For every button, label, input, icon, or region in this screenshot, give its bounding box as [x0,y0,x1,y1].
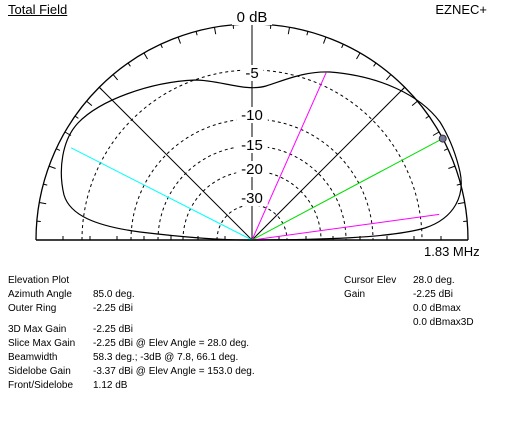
info-row: Azimuth Angle 85.0 deg. [8,288,255,302]
info-label: Sidelobe Gain [8,366,71,377]
info-label: Beamwidth [8,352,58,363]
info-row: 0.0 dBmax3D [344,316,474,330]
tick-mark [443,148,448,151]
max-gain-line [251,138,443,241]
info-value: 58.3 deg.; -3dB @ 7.8, 66.1 deg. [93,352,239,363]
tick-mark [425,115,430,119]
ring-label-bg [240,65,264,81]
info-label: Cursor Elev [344,275,397,286]
program-name: EZNEC+ [435,2,487,17]
ring-label-bg [236,190,268,206]
info-row: Outer Ring -2.25 dBi [8,302,255,316]
tick-mark [456,183,461,186]
tick-mark [385,74,392,81]
tick-mark [448,165,456,169]
tick-mark [213,27,217,35]
tick-mark [112,74,119,81]
info-label: Elevation Plot [8,275,70,286]
spacer [8,316,255,323]
info-value: -2.25 dBi @ Elev Angle = 28.0 deg. [93,338,250,349]
info-row: Gain -2.25 dBi [344,288,474,302]
ring-label: -15 [236,137,268,154]
tick-mark [195,31,198,36]
ring-label-text: -10 [241,107,263,124]
info-value: -2.25 dBi [93,303,134,314]
ring-label-text: 0 dB [237,9,268,26]
indicator-lines [70,72,443,241]
ring-label: -10 [236,107,268,124]
frequency-label: 1.83 MHz [424,244,480,259]
right-info-panel: Cursor Elev 28.0 deg. Gain -2.25 dBi 0.0 dBm… [344,274,474,330]
ring-label: -5 [240,65,264,82]
info-value: 85.0 deg. [93,289,135,300]
info-row: Front/Sidelobe 1.12 dB [8,379,255,393]
ring-label-text: -5 [245,65,258,82]
info-row: Slice Max Gain -2.25 dBi @ Elev Angle = 2… [8,337,255,351]
tick-mark [56,148,61,151]
info-value: 28.0 deg. [413,275,455,286]
tick-mark [457,201,465,205]
tick-mark [432,131,440,136]
ring-label-bg [236,161,268,177]
tick-mark [39,201,47,205]
info-label: Slice Max Gain [8,338,76,349]
tick-mark [411,100,418,107]
info-label: Gain [344,289,366,300]
beamwidth-line-high [251,72,327,241]
tick-mark [48,165,56,169]
info-row: Elevation Plot [8,274,255,288]
ring-label-bg [236,107,268,123]
info-value: -3.37 dBi @ Elev Angle = 153.0 deg. [93,366,255,377]
tick-mark [74,115,79,119]
ring-label: -30 [236,190,268,207]
tick-mark [127,62,131,67]
tick-mark [177,36,181,44]
ring-label-text: -30 [241,190,263,207]
info-label: Outer Ring [8,303,57,314]
tick-mark [356,52,361,60]
ring-label: 0 dB [232,9,272,26]
ring-label-text: -20 [241,161,263,178]
radial-line [251,86,406,241]
cursor-dot[interactable] [438,134,447,143]
info-row: 0.0 dBmax [344,302,474,316]
radial-line [98,86,253,241]
info-value: 0.0 dBmax3D [413,317,474,328]
tick-mark [306,31,309,36]
info-row: Cursor Elev 28.0 deg. [344,274,474,288]
tick-mark [160,44,163,49]
sidelobe-line [70,147,253,241]
info-label: Front/Sidelobe [8,380,74,391]
ring-label-bg [236,137,268,153]
info-value: 0.0 dBmax [413,303,461,314]
info-value: -2.25 dBi [93,324,134,335]
beamwidth-line-low [251,213,440,241]
radiation-pattern [60,71,462,241]
tick-mark [43,183,48,186]
info-value: 1.12 dB [93,380,128,391]
plot-title: Total Field [8,2,68,17]
tick-mark [287,27,291,35]
ring-label-text: -15 [241,137,263,154]
ring-label-bg [232,9,272,25]
info-label: Azimuth Angle [8,289,72,300]
tick-mark [86,100,93,107]
tick-mark [341,44,344,49]
tick-mark [323,36,327,44]
ring-labels: 0 dB -5 -10 -15 -20 -30 [232,9,272,207]
ring-label: -20 [236,161,268,178]
radial-lines [98,24,406,241]
info-row: Sidelobe Gain -3.37 dBi @ Elev Angle = 15… [8,365,255,379]
tick-mark [373,62,377,67]
tick-mark [143,52,148,60]
info-value: -2.25 dBi [413,289,454,300]
info-row: Beamwidth 58.3 deg.; -3dB @ 7.8, 66.1 deg… [8,351,255,365]
left-info-panel: Elevation Plot Azimuth Angle 85.0 deg. Oute… [8,274,255,393]
info-row: 3D Max Gain -2.25 dBi [8,323,255,337]
elevation-plot[interactable]: 0 dB -5 -10 -15 -20 -30 [0,0,505,270]
info-label: 3D Max Gain [8,324,67,335]
